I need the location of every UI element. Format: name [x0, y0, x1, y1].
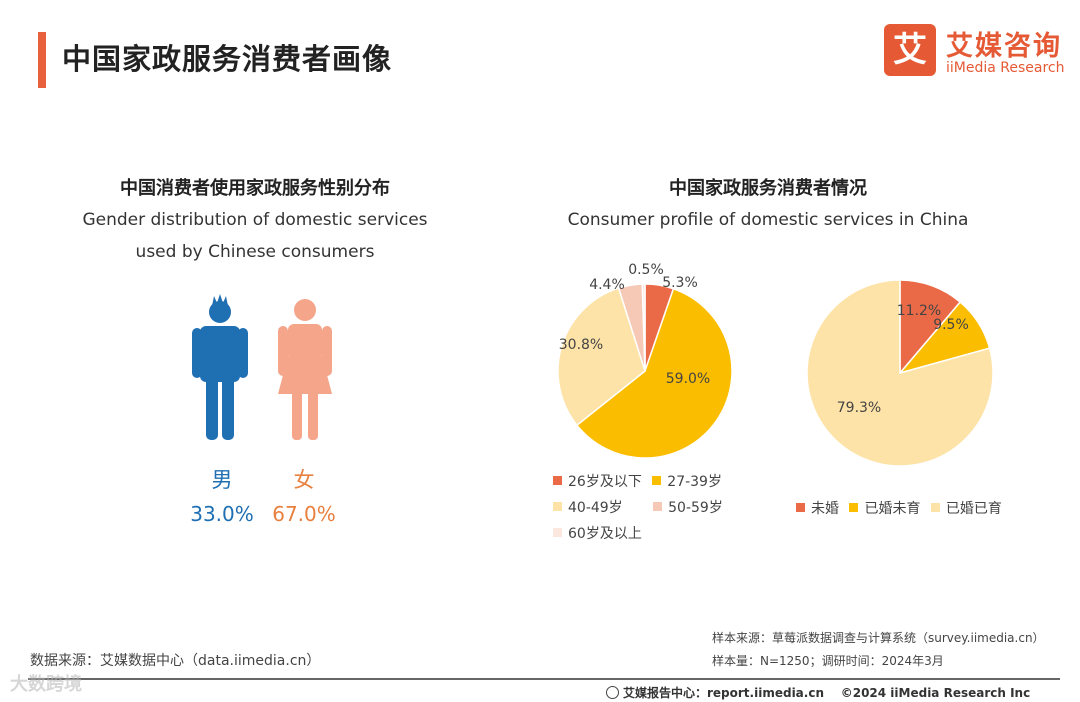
logo-glyph: 艾	[893, 30, 927, 70]
age-pie-slice	[575, 287, 733, 459]
sample-size-note: 样本量：N=1250；调研时间：2024年3月	[712, 654, 944, 668]
marital-legend: 未婚 已婚未育 已婚已育	[796, 498, 1036, 518]
marital-pie-slice	[899, 279, 962, 376]
page-title: 中国家政服务消费者画像	[62, 42, 393, 76]
marital-pie-slice	[806, 279, 994, 467]
female-figure-icon	[278, 299, 332, 440]
profile-section-subtitle: Consumer profile of domestic services in…	[567, 210, 969, 230]
marital-pie-data-label: 11.2%	[897, 303, 941, 319]
age-pie-data-label: 5.3%	[662, 275, 698, 291]
age-legend-label: 40-49岁	[568, 500, 623, 516]
footer-divider	[28, 678, 1060, 680]
marital-legend-label: 已婚已育	[945, 501, 1002, 517]
gender-label-female: 女	[293, 468, 315, 492]
marital-pie-chart: 11.2%9.5% 79.3%	[806, 279, 994, 467]
age-legend-item: 40-49岁	[553, 495, 623, 521]
logo-en-text: iiMedia Research	[946, 60, 1065, 76]
age-legend-swatch	[553, 476, 562, 485]
marital-legend-item: 已婚已育	[930, 498, 1002, 518]
watermark-text: 大数跨境	[10, 674, 82, 695]
marital-pie-data-label: 9.5%	[933, 317, 969, 333]
age-legend-item: 60岁及以上	[553, 521, 642, 547]
age-legend-swatch	[553, 528, 562, 537]
age-legend-item: 50-59岁	[653, 495, 723, 521]
marital-pie-data-label: 79.3%	[837, 400, 881, 416]
gender-value-female: 67.0%	[272, 502, 336, 526]
gender-label-male: 男	[211, 468, 233, 492]
age-pie-slice	[557, 287, 646, 427]
age-pie-data-label: 59.0%	[666, 371, 710, 387]
age-pie-data-label: 0.5%	[628, 262, 664, 278]
age-legend-swatch	[553, 502, 562, 511]
marital-legend-swatch	[930, 503, 940, 512]
profile-section-title: 中国家政服务消费者情况	[669, 178, 867, 199]
age-legend-label: 27-39岁	[667, 474, 722, 490]
age-pie-data-label: 4.4%	[589, 277, 625, 293]
age-legend-swatch	[652, 476, 662, 485]
age-legend-swatch	[653, 502, 663, 511]
data-source-note: 数据来源：艾媒数据中心（data.iimedia.cn）	[30, 653, 321, 669]
age-legend-label: 26岁及以下	[568, 474, 642, 490]
age-legend-item: 26岁及以下	[553, 469, 642, 495]
title-accent-bar	[38, 32, 46, 88]
copyright-text: ©2024 iiMedia Research Inc	[840, 686, 1031, 700]
age-legend-label: 60岁及以上	[568, 526, 642, 542]
globe-icon	[606, 686, 619, 699]
marital-legend-label: 已婚未育	[864, 501, 921, 517]
age-pie-slice	[641, 283, 646, 372]
age-legend-label: 50-59岁	[668, 500, 723, 516]
age-legend: 26岁及以下 27-39岁 40-49岁 50-59岁 60岁及以上	[553, 469, 753, 547]
logo-cn-text: 艾媒咨询	[946, 31, 1062, 62]
gender-value-male: 33.0%	[190, 502, 254, 526]
age-legend-item: 27-39岁	[652, 469, 722, 495]
marital-legend-swatch	[849, 503, 859, 512]
sample-source-note: 样本来源：草莓派数据调查与计算系统（survey.iimedia.cn）	[712, 631, 1045, 645]
marital-legend-item: 未婚	[796, 498, 839, 518]
logo-badge	[884, 24, 936, 76]
marital-legend-swatch	[796, 503, 805, 512]
gender-section-subtitle-2: used by Chinese consumers	[135, 242, 375, 262]
marital-legend-label: 未婚	[811, 501, 839, 517]
marital-legend-item: 已婚未育	[849, 498, 920, 518]
gender-section-subtitle-1: Gender distribution of domestic services	[82, 210, 428, 230]
male-figure-icon	[192, 294, 248, 440]
gender-section-title: 中国消费者使用家政服务性别分布	[120, 178, 390, 199]
age-pie-data-label: 30.8%	[559, 337, 603, 353]
report-center-link[interactable]: 艾媒报告中心：report.iimedia.cn	[623, 686, 824, 700]
age-pie-chart: 5.3% 59.0% 30.8% 4.4%0.5%	[557, 262, 733, 459]
gender-pictogram	[192, 294, 332, 440]
footer-bottom-line: 艾媒报告中心：report.iimedia.cn ©2024 iiMedia R…	[606, 684, 1030, 701]
